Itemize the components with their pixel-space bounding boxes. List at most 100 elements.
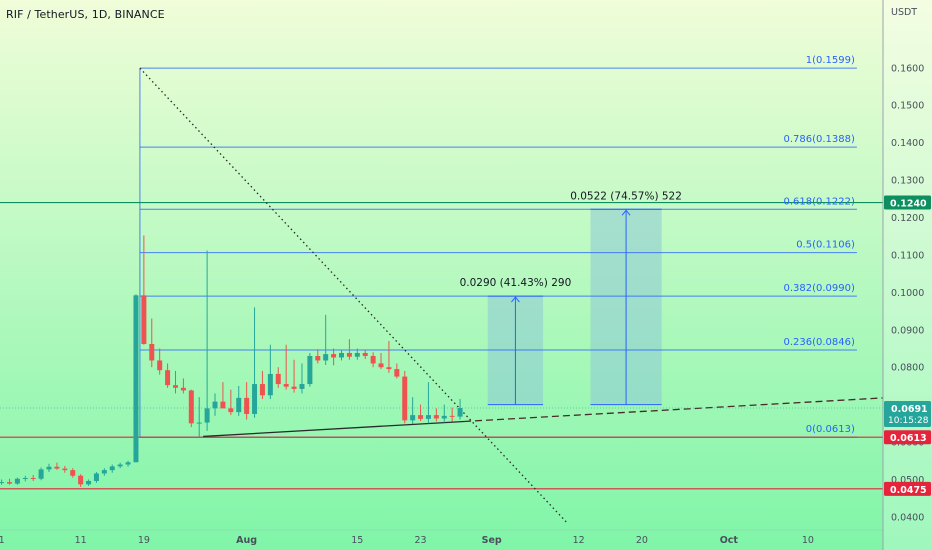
trend-line-dashed [463, 397, 884, 423]
fib-level-label: 0.236(0.0846) [783, 337, 855, 348]
candle-body [354, 352, 360, 357]
fib-level-label: 0.786(0.1388) [783, 134, 855, 145]
price-line-tag-bg [884, 481, 931, 496]
candle-body [180, 387, 186, 391]
time-axis-tick: Aug [236, 535, 257, 546]
time-axis-tick: 1 [0, 535, 5, 546]
price-axis-tick: 0.1300 [891, 176, 924, 187]
price-axis-tick: 0.0400 [891, 512, 924, 523]
time-axis-tick: 15 [351, 535, 363, 546]
price-axis-tick: 0.1100 [891, 250, 924, 261]
price-axis-unit: USDT [891, 7, 917, 18]
candle-body [196, 422, 202, 424]
price-axis-tick: 0.1600 [891, 63, 924, 74]
time-axis-tick: 23 [415, 535, 427, 546]
candle-body [402, 376, 408, 421]
candle-body [46, 466, 52, 470]
candle-body [370, 355, 376, 364]
candle-body [109, 466, 115, 471]
candle-body [331, 354, 337, 358]
candle-body [204, 408, 210, 423]
price-axis-tick: 0.1000 [891, 288, 924, 299]
projection-label: 0.0290 (41.43%) 290 [460, 277, 572, 289]
candle-body [141, 295, 147, 345]
candle-body [275, 373, 281, 385]
candle-body [267, 373, 273, 396]
fib-level-label: 0.618(0.1222) [783, 196, 855, 207]
time-axis-tick: 11 [75, 535, 87, 546]
price-axis-background [883, 0, 932, 550]
price-line-tag: 0.0613 [890, 433, 927, 444]
candle-body [62, 468, 68, 471]
time-axis-tick: 19 [138, 535, 150, 546]
candle-body [6, 482, 12, 484]
candle-body [362, 352, 368, 356]
candle-body [339, 352, 345, 358]
candle-body [449, 415, 455, 417]
candle-body [157, 360, 163, 371]
candle-body [212, 401, 218, 409]
candle-countdown: 10:15:28 [888, 416, 929, 426]
candle-body [149, 344, 155, 361]
candle-body [228, 408, 234, 413]
price-line-tag-bg [884, 195, 931, 210]
candle-body [165, 370, 171, 386]
candle-body [244, 397, 250, 414]
candle-body [220, 401, 226, 409]
candle-body [418, 415, 424, 419]
candle-body [346, 352, 352, 357]
price-line-tag: 0.1240 [890, 199, 927, 210]
candle-body [86, 480, 92, 485]
candle-body [0, 482, 5, 484]
price-axis-tick: 0.1200 [891, 213, 924, 224]
candle-body [117, 464, 123, 467]
candle-body [38, 469, 44, 479]
candle-body [188, 390, 194, 424]
price-axis-tick: 0.1500 [891, 101, 924, 112]
candle-body [441, 415, 447, 419]
candle-body [425, 415, 431, 419]
candle-body [14, 478, 20, 484]
candle-body [315, 355, 321, 361]
trend-line-solid [203, 420, 465, 438]
fib-level-label: 0.382(0.0990) [783, 283, 855, 294]
projection-arrow-head [621, 209, 631, 216]
candle-body [323, 354, 329, 361]
price-axis-tick: 0.0500 [891, 475, 924, 486]
candle-body [394, 369, 400, 377]
candle-body [259, 384, 265, 396]
time-axis-tick: Sep [482, 535, 502, 546]
candle-body [125, 462, 131, 465]
time-axis-tick: 20 [636, 535, 648, 546]
candle-body [70, 470, 76, 476]
price-line-tag-bg [884, 430, 931, 445]
candle-body [283, 384, 289, 387]
candle-body [410, 415, 416, 421]
candle-body [307, 355, 313, 385]
candle-body [299, 384, 305, 389]
time-axis-tick: 10 [802, 535, 814, 546]
symbol-title: RIF / TetherUS, 1D, BINANCE [6, 8, 165, 21]
candle-body [172, 385, 178, 388]
candle-body [30, 477, 36, 479]
candle-body [378, 363, 384, 368]
price-line-tag: 0.0475 [890, 485, 927, 496]
projection-label: 0.0522 (74.57%) 522 [570, 190, 682, 202]
candle-body [457, 407, 463, 417]
last-price-value: 0.0691 [891, 404, 928, 415]
candle-body [54, 466, 60, 469]
fib-level-label: 1(0.1599) [806, 55, 855, 66]
trend-line-dotted [139, 67, 568, 523]
time-axis-tick: 12 [573, 535, 585, 546]
candle-body [22, 477, 28, 479]
candle-body [78, 475, 84, 485]
candle-body [133, 295, 139, 463]
projection-arrow-head [511, 296, 520, 303]
time-axis-tick: Oct [720, 535, 739, 546]
fib-level-label: 0.5(0.1106) [796, 240, 855, 251]
last-price-tag-bg [884, 400, 931, 427]
price-axis-tick: 0.1400 [891, 138, 924, 149]
